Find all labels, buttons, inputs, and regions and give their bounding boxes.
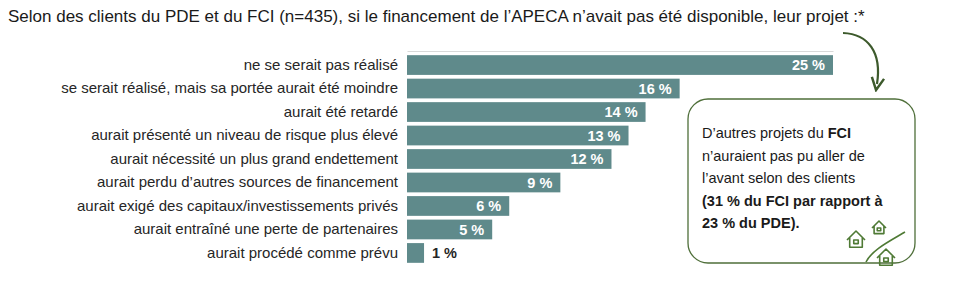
annotation-text: 23 % du PDE). [702, 215, 800, 231]
data-label: 25 % [792, 57, 825, 73]
house-window [877, 228, 881, 231]
bar [407, 220, 492, 240]
data-label: 6 % [476, 198, 501, 214]
title: Selon des clients du PDE et du FCI (n=43… [8, 7, 865, 26]
annotation-text: FCI [828, 125, 851, 141]
y-tick-label: aurait entraîné une perte de partenaires [134, 220, 398, 237]
x-axis [408, 51, 834, 52]
y-axis: ne se serait pas réalisé se serait réalis… [61, 55, 407, 265]
y-tick-label: aurait perdu d’autres sources de finance… [97, 173, 399, 190]
data-label: 12 % [570, 151, 603, 167]
annotation-line: l’avant selon des clients [702, 170, 855, 186]
y-tick-label: aurait présenté un niveau de risque plus… [91, 126, 398, 143]
house-window [884, 258, 889, 262]
annotation: D’autres projets du FCI n’auraient pas pu… [688, 99, 915, 265]
data-label: 16 % [639, 81, 672, 97]
data-label: 1 % [432, 245, 457, 261]
house [847, 231, 865, 247]
data-label: 9 % [527, 175, 552, 191]
y-tick: aurait exigé des capitaux/investissement… [77, 197, 407, 214]
bar [407, 173, 560, 193]
y-tick-label: aurait été retardé [284, 103, 398, 120]
annotation-line: (31 % du FCI par rapport à [702, 193, 883, 209]
annotation-text: D’autres projets du [702, 125, 828, 141]
data-label: 5 % [459, 222, 484, 238]
annotation-line: n’auraient pas pu aller de [702, 148, 865, 164]
bar [407, 196, 509, 216]
bar [407, 149, 611, 169]
y-tick: aurait présenté un niveau de risque plus… [91, 126, 407, 143]
bar [407, 102, 646, 122]
y-tick: aurait procédé comme prévu [207, 244, 407, 261]
house [872, 221, 886, 234]
y-tick-label: aurait nécessité un plus grand endetteme… [110, 150, 399, 167]
annotation-text: (31 % du FCI par rapport à [702, 193, 883, 209]
y-tick: se serait réalisé, mais sa portée aurait… [61, 79, 407, 96]
annotation-box [688, 99, 915, 263]
y-tick-label: aurait exigé des capitaux/investissement… [77, 197, 398, 214]
y-tick: aurait été retardé [284, 103, 407, 120]
house-window [854, 240, 859, 244]
bar [407, 243, 424, 263]
arrow [843, 33, 878, 84]
data-label: 13 % [587, 128, 620, 144]
y-tick: ne se serait pas réalisé [244, 56, 407, 73]
annotation-text: l’avant selon des clients [702, 170, 855, 186]
y-tick-label: aurait procédé comme prévu [207, 244, 398, 261]
y-tick: aurait perdu d’autres sources de finance… [97, 173, 407, 190]
y-tick-label: se serait réalisé, mais sa portée aurait… [61, 79, 398, 96]
chart: Selon des clients du PDE et du FCI (n=43… [0, 0, 964, 296]
house-icon [847, 221, 905, 265]
annotation-text: n’auraient pas pu aller de [702, 148, 865, 164]
y-tick-label: ne se serait pas réalisé [244, 56, 398, 73]
data-label: 14 % [604, 104, 637, 120]
annotation-line: D’autres projets du FCI [702, 125, 851, 141]
bar [407, 79, 680, 99]
x-axis-line [408, 51, 834, 52]
y-tick: aurait nécessité un plus grand endetteme… [110, 150, 407, 167]
y-tick: aurait entraîné une perte de partenaires [134, 220, 407, 237]
house [877, 249, 895, 265]
road [866, 232, 905, 262]
annotation-line: 23 % du PDE). [702, 215, 800, 231]
bar [407, 126, 629, 146]
bar [407, 55, 833, 75]
